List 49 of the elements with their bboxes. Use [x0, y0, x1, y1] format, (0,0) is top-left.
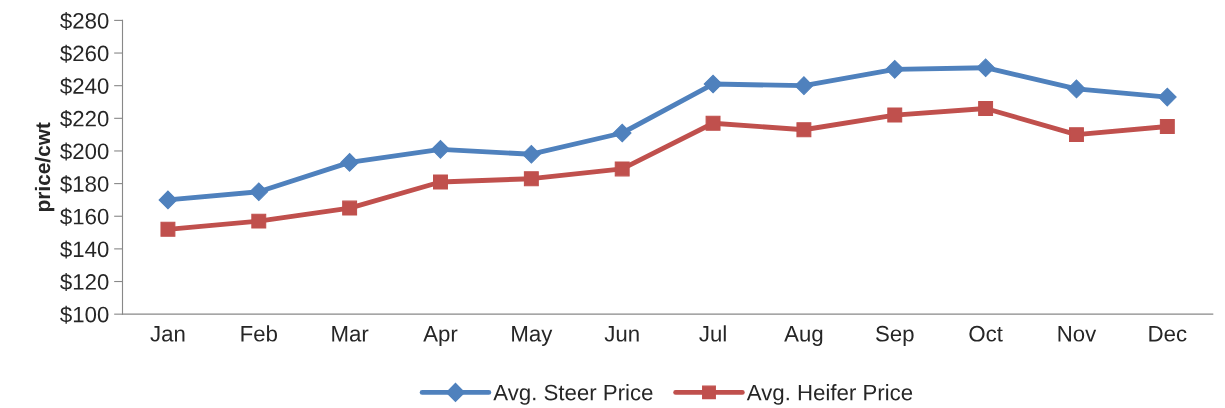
point [976, 58, 995, 78]
point [794, 76, 814, 96]
point [342, 200, 358, 216]
x-tick-label: Oct [969, 325, 1003, 342]
point [158, 190, 178, 210]
y-tick-label: $200 [60, 142, 109, 161]
point [1069, 127, 1084, 143]
y-tick-label: $220 [60, 109, 109, 128]
point [521, 144, 541, 164]
point [249, 182, 269, 202]
legend-label: Avg. Heifer Price [746, 384, 913, 405]
x-tick-label: Feb [241, 325, 277, 342]
point [1159, 119, 1175, 134]
point [433, 174, 448, 190]
x-tick-label: Jun [604, 326, 639, 342]
point [703, 74, 723, 94]
x-tick-label: Jul [699, 325, 726, 342]
y-axis-title: price/cwt [34, 122, 55, 212]
y-tick-label: $100 [60, 305, 109, 324]
point [612, 123, 632, 143]
point [431, 139, 450, 159]
x-tick-label: Dec [1149, 326, 1187, 342]
point [523, 171, 539, 187]
y-tick-label: $280 [60, 12, 109, 30]
point [1067, 79, 1086, 99]
y-tick-label: $260 [60, 44, 109, 63]
point [978, 101, 994, 116]
x-tick-label: Mar [332, 326, 369, 342]
y-tick-label: $240 [60, 77, 109, 96]
point [885, 60, 905, 79]
point [1157, 87, 1177, 107]
y-tick-label: $180 [60, 175, 109, 194]
x-tick-label: Apr [423, 326, 458, 346]
point [614, 161, 630, 177]
x-tick-label: Nov [1058, 326, 1097, 342]
y-tick-label: $160 [60, 207, 109, 226]
point [160, 221, 176, 237]
legend-label: Avg. Steer Price [493, 384, 653, 405]
point [251, 213, 267, 229]
y-tick-label: $140 [60, 240, 109, 259]
point [340, 153, 359, 172]
point [705, 115, 721, 131]
x-tick-label: Sep [876, 325, 914, 346]
point [796, 122, 812, 138]
y-tick-label: $120 [60, 273, 109, 292]
x-tick-label: Aug [784, 326, 823, 346]
point [887, 107, 903, 123]
x-tick-label: Jan [150, 326, 185, 342]
x-tick-label: May [512, 326, 553, 346]
